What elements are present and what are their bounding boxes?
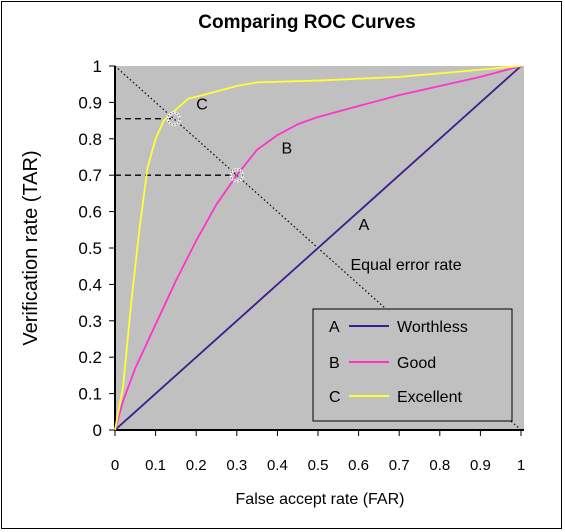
- y-ticks: 0 0.1 0.2 0.3 0.4 0.5 0.6 0.7 0.8 0.9 1: [78, 57, 115, 440]
- y-tick-label: 0.7: [78, 166, 102, 185]
- x-tick-label: 0.9: [470, 457, 491, 474]
- y-tick-label: 0.2: [78, 348, 102, 367]
- y-tick-label: 0: [93, 421, 102, 440]
- annotations: C B A Equal error rate: [196, 97, 462, 274]
- x-ticks: 0 0.1 0.2 0.3 0.4 0.5 0.6 0.7 0.8 0.9 1: [111, 430, 525, 474]
- x-tick-label: 0.6: [348, 457, 369, 474]
- y-axis-label: Verification rate (TAR): [20, 150, 42, 345]
- y-tick-label: 1: [93, 57, 102, 76]
- eer-markers: [166, 111, 244, 183]
- annotation-label: B: [281, 140, 292, 157]
- series-line-good: [114, 65, 522, 431]
- annotation-label: C: [196, 97, 208, 114]
- eer-marker: [167, 112, 181, 126]
- series-line-excellent: [114, 65, 522, 431]
- x-tick-label: 0.2: [186, 457, 207, 474]
- x-tick-label: 0.5: [308, 457, 329, 474]
- y-tick-label: 0.3: [78, 312, 102, 331]
- y-tick-label: 0.4: [78, 275, 102, 294]
- marker-guide-lines: [115, 118, 237, 176]
- legend-letter: C: [329, 389, 341, 406]
- annotation-label: A: [359, 217, 370, 234]
- annotation-label: Equal error rate: [350, 257, 461, 274]
- x-axis-label: False accept rate (FAR): [236, 491, 405, 508]
- series-line-worthless: [114, 65, 522, 431]
- x-tick-label: 0.1: [145, 457, 166, 474]
- y-tick-label: 0.6: [78, 203, 102, 222]
- y-tick-label: 0.9: [78, 93, 102, 112]
- x-tick-label: 0.7: [389, 457, 410, 474]
- legend-letter: A: [329, 319, 340, 336]
- y-tick-label: 0.8: [78, 130, 102, 149]
- legend: A Worthless B Good C Excellent: [312, 308, 513, 422]
- legend-box: [312, 308, 513, 422]
- y-tick-label: 0.5: [78, 239, 102, 258]
- legend-entry: Worthless: [397, 319, 468, 336]
- y-tick-label: 0.1: [78, 385, 102, 404]
- x-tick-label: 1: [517, 457, 525, 474]
- roc-series: [114, 65, 522, 431]
- x-tick-label: 0.3: [226, 457, 247, 474]
- x-tick-label: 0.8: [429, 457, 450, 474]
- x-tick-label: 0: [111, 457, 119, 474]
- legend-letter: B: [329, 355, 340, 372]
- eer-marker: [230, 168, 244, 182]
- chart-title: Comparing ROC Curves: [198, 12, 415, 33]
- legend-entry: Good: [397, 355, 436, 372]
- legend-entry: Excellent: [397, 389, 462, 406]
- x-tick-label: 0.4: [267, 457, 288, 474]
